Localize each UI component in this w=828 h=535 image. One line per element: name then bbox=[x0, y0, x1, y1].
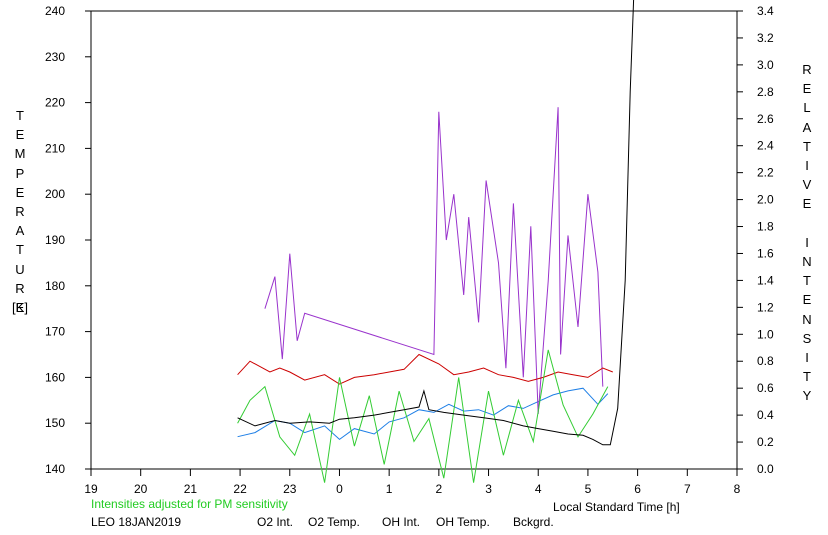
axis-label-letter: R bbox=[15, 280, 25, 296]
axis-label-letter: R bbox=[15, 204, 25, 220]
y-right-tick-label: 2.4 bbox=[757, 139, 774, 153]
legend-o2-temp: O2 Temp. bbox=[308, 515, 360, 529]
x-tick-label: 3 bbox=[485, 482, 492, 496]
y-left-tick-label: 150 bbox=[45, 416, 65, 430]
y-right-tick-label: 1.2 bbox=[757, 300, 774, 314]
axis-label-letter: I bbox=[805, 234, 809, 250]
axis-label-letter bbox=[799, 214, 815, 233]
right-axis-ticks: 0.0 0.2 0.4 0.6 0.8 1.0 1.2 1.4 1.6 1.8 2.0 2.2 2.4 2… bbox=[737, 4, 774, 476]
y-right-tick-label: 1.8 bbox=[757, 220, 774, 234]
axis-label-letter: U bbox=[15, 261, 25, 277]
y-right-tick-label: 0.6 bbox=[757, 381, 774, 395]
axis-label-letter: Y bbox=[802, 388, 812, 404]
y-right-tick-label: 2.6 bbox=[757, 112, 774, 126]
y-right-tick-label: 1.6 bbox=[757, 246, 774, 260]
y-left-tick-label: 170 bbox=[45, 325, 65, 339]
axis-label-letter: M bbox=[14, 146, 26, 162]
y-left-tick-label: 190 bbox=[45, 233, 65, 247]
y-left-tick-label: 160 bbox=[45, 370, 65, 384]
series-bckgrd-line bbox=[237, 0, 635, 446]
axis-label-letter: E bbox=[802, 292, 812, 308]
series-oh-int-line bbox=[237, 353, 613, 385]
x-tick-label: 22 bbox=[233, 482, 247, 496]
y-right-tick-label: 1.0 bbox=[757, 327, 774, 341]
axis-label-letter: V bbox=[802, 177, 812, 193]
x-tick-label: 20 bbox=[134, 482, 148, 496]
axis-label-letter: P bbox=[15, 165, 25, 181]
y-axis-left-unit: [K] bbox=[12, 300, 28, 315]
y-left-tick-label: 240 bbox=[45, 4, 65, 18]
plot-axes bbox=[90, 10, 738, 470]
y-left-tick-label: 180 bbox=[45, 279, 65, 293]
y-right-tick-label: 2.8 bbox=[757, 85, 774, 99]
axis-label-letter: T bbox=[803, 138, 811, 154]
left-axis-ticks: 140 150 160 170 180 190 200 210 220 230 240 bbox=[45, 4, 91, 476]
x-tick-label: 4 bbox=[535, 482, 542, 496]
x-tick-label: 6 bbox=[634, 482, 641, 496]
axis-label-letter: T bbox=[16, 242, 24, 258]
series-o2-int-line bbox=[237, 387, 609, 441]
x-tick-label: 8 bbox=[734, 482, 741, 496]
series-oh-temp-line bbox=[237, 349, 609, 483]
axis-label-letter: I bbox=[805, 158, 809, 174]
x-axis-label: Local Standard Time [h] bbox=[553, 500, 680, 514]
legend-o2-int: O2 Int. bbox=[257, 515, 294, 529]
y-right-tick-label: 3.4 bbox=[757, 4, 774, 18]
axis-label-letter: E bbox=[802, 196, 812, 212]
y-right-tick-label: 3.0 bbox=[757, 58, 774, 72]
axis-label-letter: T bbox=[16, 108, 24, 123]
y-right-tick-label: 3.2 bbox=[757, 31, 774, 45]
y-right-tick-label: 1.4 bbox=[757, 273, 774, 287]
axis-label-letter: I bbox=[805, 350, 809, 366]
y-left-tick-label: 230 bbox=[45, 50, 65, 64]
y-right-tick-label: 0.4 bbox=[757, 408, 774, 422]
y-left-tick-label: 210 bbox=[45, 141, 65, 155]
x-tick-label: 5 bbox=[585, 482, 592, 496]
axis-label-letter: T bbox=[803, 369, 811, 385]
legend-oh-int: OH Int. bbox=[382, 515, 421, 529]
y-left-tick-label: 220 bbox=[45, 96, 65, 110]
axis-label-letter: T bbox=[803, 273, 811, 289]
y-right-tick-label: 0.0 bbox=[757, 462, 774, 476]
x-tick-label: 21 bbox=[184, 482, 198, 496]
x-tick-label: 2 bbox=[436, 482, 443, 496]
y-left-tick-label: 140 bbox=[45, 462, 65, 476]
axis-label-letter: E bbox=[802, 81, 812, 97]
legend-oh-temp: OH Temp. bbox=[436, 515, 490, 529]
axis-label-letter: L bbox=[803, 100, 811, 116]
x-tick-label: 19 bbox=[84, 482, 98, 496]
axis-label-letter: E bbox=[15, 127, 25, 143]
x-tick-label: 0 bbox=[336, 482, 343, 496]
axis-label-letter: N bbox=[802, 311, 812, 327]
y-right-tick-label: 2.2 bbox=[757, 166, 774, 180]
x-tick-label: 7 bbox=[684, 482, 691, 496]
axis-label-letter: A bbox=[802, 119, 812, 135]
station-date-label: LEO 18JAN2019 bbox=[91, 515, 182, 529]
y-right-tick-label: 2.0 bbox=[757, 193, 774, 207]
y-left-tick-label: 200 bbox=[45, 187, 65, 201]
bottom-axis-ticks: 19 20 21 22 23 0 1 2 3 4 5 6 7 8 bbox=[84, 469, 741, 496]
axis-label-letter: E bbox=[15, 184, 25, 200]
x-tick-label: 23 bbox=[283, 482, 297, 496]
x-tick-label: 1 bbox=[386, 482, 393, 496]
series-o2-temp-line bbox=[264, 107, 604, 415]
legend-bckgrd: Bckgrd. bbox=[513, 515, 554, 529]
axis-label-letter: E bbox=[15, 300, 25, 316]
axis-label-letter: R bbox=[802, 62, 812, 77]
axis-label-letter: S bbox=[802, 330, 812, 346]
sensitivity-note: Intensities adjusted for PM sensitivity bbox=[91, 497, 288, 511]
axis-label-letter: A bbox=[15, 223, 25, 239]
series-layer bbox=[237, 0, 635, 483]
y-right-tick-label: 0.2 bbox=[757, 435, 774, 449]
axis-label-letter: N bbox=[802, 254, 812, 270]
y-right-tick-label: 0.8 bbox=[757, 354, 774, 368]
